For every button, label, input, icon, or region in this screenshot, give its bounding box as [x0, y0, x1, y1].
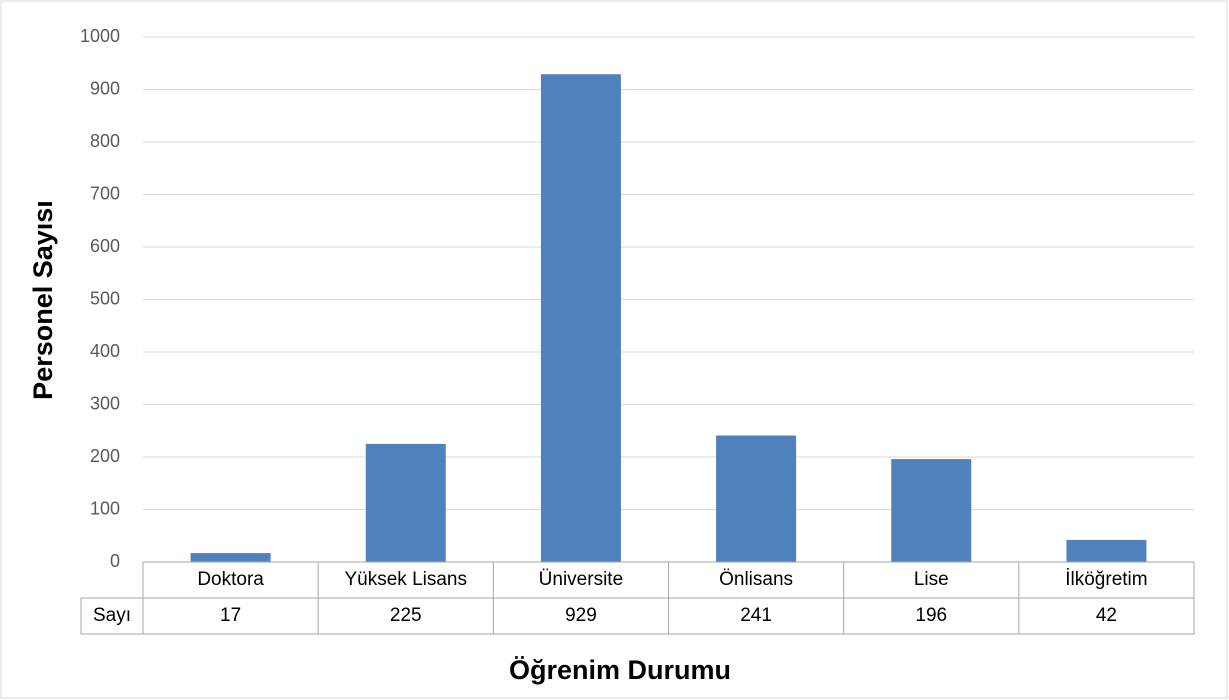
- data-label: 241: [740, 605, 772, 626]
- y-tick-label: 0: [110, 551, 120, 571]
- y-tick-label: 600: [90, 236, 120, 256]
- y-tick-label: 400: [90, 341, 120, 361]
- x-axis-title: Öğrenim Durumu: [509, 655, 731, 685]
- legend-label: Sayı: [93, 605, 131, 626]
- y-tick-label: 900: [90, 78, 120, 98]
- bar: [540, 74, 621, 563]
- y-tick-label: 500: [90, 288, 120, 308]
- y-axis-title: Personel Sayısı: [28, 200, 58, 400]
- x-tick-label: Lise: [914, 569, 949, 590]
- bar: [365, 443, 446, 562]
- data-label: 17: [220, 605, 241, 626]
- x-tick-label: Yüksek Lisans: [344, 569, 467, 590]
- bar: [891, 459, 972, 562]
- data-label: 929: [565, 605, 597, 626]
- y-tick-label: 100: [90, 498, 120, 518]
- x-tick-label: İlköğretim: [1065, 569, 1147, 590]
- y-tick-label: 300: [90, 393, 120, 413]
- x-tick-label: Doktora: [197, 569, 264, 590]
- y-tick-label: 200: [90, 446, 120, 466]
- data-label: 225: [390, 605, 422, 626]
- x-tick-label: Üniversite: [539, 569, 623, 590]
- y-tick-label: 800: [90, 131, 120, 151]
- bar: [716, 435, 797, 562]
- bar: [1066, 539, 1147, 562]
- x-tick-label: Önlisans: [719, 569, 793, 590]
- y-tick-label: 1000: [80, 26, 120, 46]
- data-label: 42: [1096, 605, 1117, 626]
- y-tick-label: 700: [90, 183, 120, 203]
- bar: [190, 553, 271, 562]
- data-label: 196: [915, 605, 947, 626]
